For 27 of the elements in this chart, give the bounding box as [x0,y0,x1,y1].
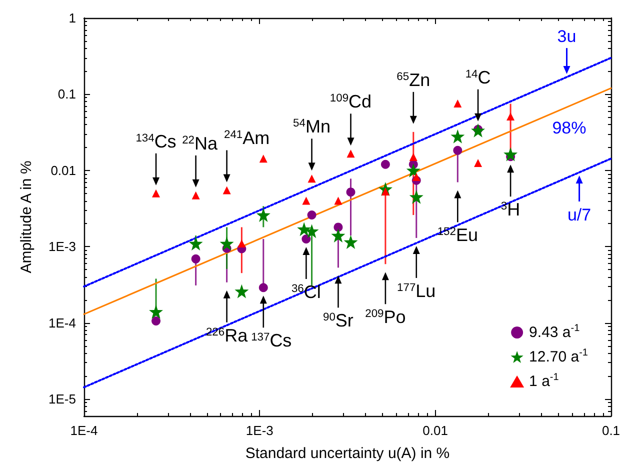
annotation: 3u [557,27,576,46]
x-tick-label: 0.1 [602,423,620,438]
annotation: $^{90}$Sr [323,310,354,331]
annotation: $^{137}$Cs [251,330,292,351]
y-tick-label: 1E-5 [48,392,76,407]
annotation: $^{177}$Lu [397,280,436,301]
y-tick-label: 1E-4 [48,315,76,330]
y-tick-label: 0.01 [50,162,76,178]
annotation: $^{209}$Po [365,307,406,328]
x-tick-label: 1E-3 [246,423,274,438]
y-tick-label: 1 [68,10,76,26]
y-tick-label: 1E-3 [48,239,76,254]
x-tick-label: 0.01 [422,423,448,438]
annotation: $^{109}$Cd [330,92,372,112]
annotation: $^{54}$Mn [293,116,330,137]
annotation: 98% [552,118,586,138]
annotation: $^{152}$Eu [437,225,478,246]
annotation: $^{14}$C [465,67,491,88]
annotation: $^{22}$Na [182,133,219,154]
y-axis-title: Amplitude A in % [18,160,35,274]
annotation: $^{134}$Cs [136,131,176,152]
x-axis-title: Standard uncertainty u(A) in % [245,445,450,462]
y-tick-label: 0.1 [58,86,76,102]
x-tick-label: 1E-4 [70,423,98,438]
annotation: u/7 [567,205,592,224]
annotation: $^{241}$Am [224,128,270,148]
annotation: $^{65}$Zn [396,70,430,90]
